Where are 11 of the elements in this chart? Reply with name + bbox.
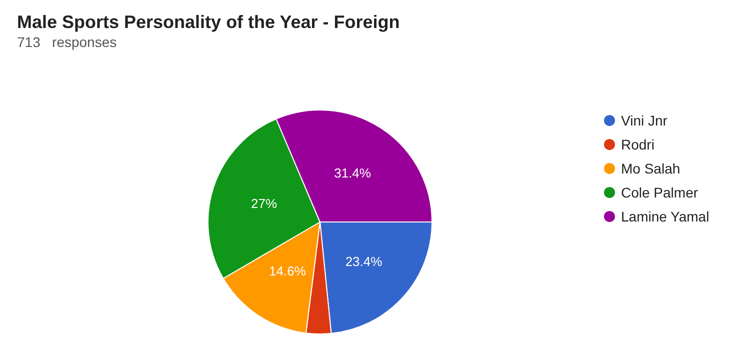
legend-label: Cole Palmer bbox=[621, 184, 698, 200]
legend-label: Rodri bbox=[621, 136, 654, 152]
legend-label: Vini Jnr bbox=[621, 112, 668, 128]
data-label: 31.4% bbox=[334, 165, 372, 180]
legend-label: Mo Salah bbox=[621, 160, 680, 176]
legend-label: Lamine Yamal bbox=[621, 208, 710, 224]
chart-title: Male Sports Personality of the Year - Foreign bbox=[17, 12, 400, 32]
text: 713 responses bbox=[17, 34, 117, 50]
data-label: 14.6% bbox=[269, 264, 306, 279]
data-label: 23.4% bbox=[345, 254, 383, 270]
data-label: 27% bbox=[250, 196, 278, 211]
